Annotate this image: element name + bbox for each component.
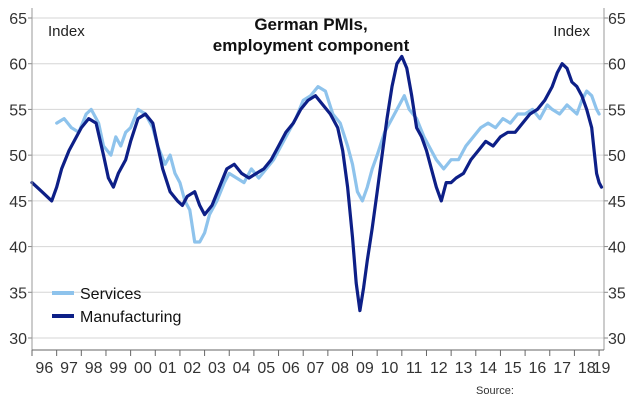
y-axis-left: 30 35 40 45 50 55 60 65 <box>9 11 32 348</box>
y-tick-label-right: 55 <box>608 102 626 119</box>
y-tick-label-left: 50 <box>9 148 27 165</box>
right-unit-label: Index <box>553 23 590 40</box>
y-tick-label-left: 45 <box>9 194 27 211</box>
y-tick-label-left: 30 <box>9 331 27 348</box>
chart-title-line1: German PMIs, <box>254 15 367 34</box>
source-label: Source: <box>476 385 514 397</box>
legend-label-manufacturing: Manufacturing <box>80 309 181 326</box>
y-tick-label-right: 30 <box>608 331 626 348</box>
x-tick-label: 03 <box>208 360 226 377</box>
y-tick-label-left: 35 <box>9 285 27 302</box>
y-tick-label-right: 40 <box>608 240 626 257</box>
x-tick-label: 18 <box>578 360 596 377</box>
x-tick-label: 07 <box>307 360 325 377</box>
series-line-manufacturing <box>30 54 604 313</box>
x-tick-label: 98 <box>85 360 103 377</box>
y-tick-label-right: 35 <box>608 285 626 302</box>
left-unit-label: Index <box>48 23 85 40</box>
y-tick-label-right: 60 <box>608 57 626 74</box>
x-tick-label: 08 <box>331 360 349 377</box>
y-tick-label-right: 45 <box>608 194 626 211</box>
x-tick-label: 19 <box>593 360 611 377</box>
x-tick-label: 16 <box>529 360 547 377</box>
chart-title-line2: employment component <box>213 36 410 55</box>
x-tick-label: 12 <box>430 360 448 377</box>
x-tick-label: 97 <box>60 360 78 377</box>
x-tick-label: 05 <box>257 360 275 377</box>
x-tick-label: 15 <box>504 360 522 377</box>
y-tick-label-left: 55 <box>9 102 27 119</box>
x-tick-label: 14 <box>479 360 497 377</box>
y-tick-label-left: 65 <box>9 11 27 28</box>
x-tick-label: 96 <box>35 360 53 377</box>
x-tick-label: 10 <box>381 360 399 377</box>
x-axis: 96 97 98 99 00 01 02 03 04 05 06 07 08 09 10 11 12 13 14 15… <box>31 350 611 377</box>
x-tick-label: 02 <box>183 360 201 377</box>
y-tick-label-right: 65 <box>608 11 626 28</box>
x-tick-label: 13 <box>455 360 473 377</box>
series-lines <box>30 54 604 313</box>
x-tick-label: 00 <box>134 360 152 377</box>
y-axis-right: 30 35 40 45 50 55 60 65 <box>604 11 626 348</box>
x-tick-label: 01 <box>159 360 177 377</box>
x-tick-label: 17 <box>553 360 571 377</box>
y-tick-label-right: 50 <box>608 148 626 165</box>
x-tick-label: 04 <box>233 360 251 377</box>
y-tick-label-left: 60 <box>9 57 27 74</box>
x-tick-label: 11 <box>406 360 423 377</box>
x-tick-label: 06 <box>282 360 300 377</box>
x-tick-label: 09 <box>356 360 374 377</box>
y-tick-label-left: 40 <box>9 240 27 257</box>
x-tick-label: 99 <box>109 360 127 377</box>
legend-label-services: Services <box>80 286 141 303</box>
